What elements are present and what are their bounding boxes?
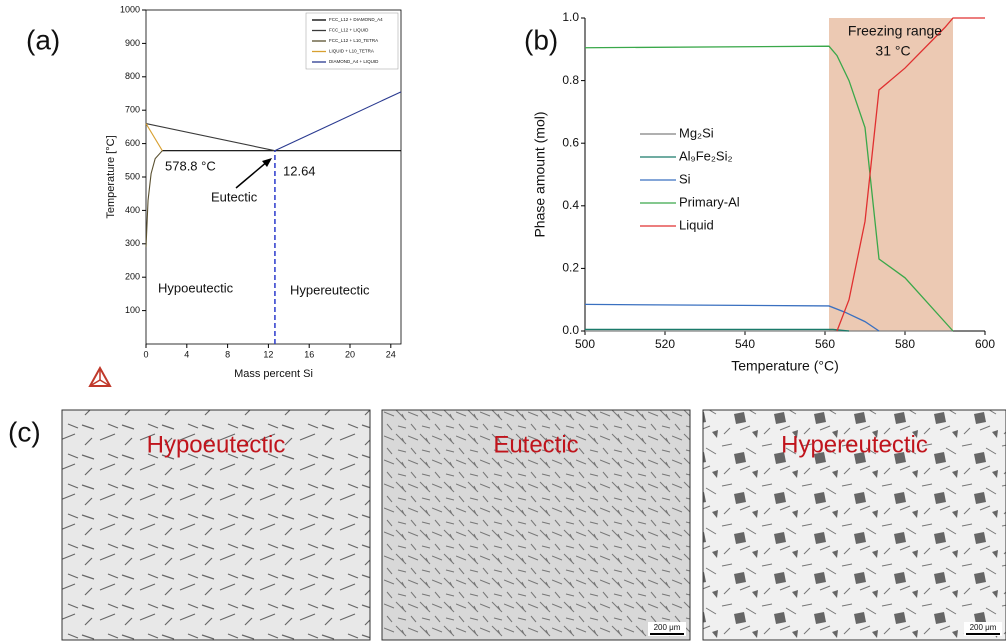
y-tick-label: 1.0 <box>562 10 579 24</box>
micrograph <box>381 409 691 641</box>
y-tick-label: 300 <box>125 238 140 248</box>
annotation: 31 °C <box>875 43 910 59</box>
scale-bar-bg <box>648 622 686 636</box>
x-tick-label: 500 <box>575 337 595 351</box>
y-tick-label: 200 <box>125 272 140 282</box>
y-tick-label: 500 <box>125 171 140 181</box>
scale-bar-bg <box>964 622 1002 636</box>
y-tick-label: 0.4 <box>562 198 579 212</box>
annotation: Freezing range <box>848 23 942 39</box>
y-tick-label: 700 <box>125 105 140 115</box>
y-axis-label: Phase amount (mol) <box>532 111 548 237</box>
legend-label: Mg₂Si <box>679 125 714 140</box>
annotation: Eutectic <box>211 189 258 204</box>
series-line <box>585 328 850 332</box>
y-tick-label: 800 <box>125 71 140 81</box>
panel-label: (b) <box>524 24 558 55</box>
x-tick-label: 20 <box>345 349 355 359</box>
thermo-logo <box>88 365 112 387</box>
legend-label: FCC_L12 + L10_TETRA <box>329 38 378 43</box>
legend-label: Liquid <box>679 217 714 232</box>
y-tick-label: 1000 <box>120 4 140 14</box>
annotation: Hypereutectic <box>290 282 370 297</box>
y-tick-label: 0.6 <box>562 135 579 149</box>
x-tick-label: 0 <box>143 349 148 359</box>
y-tick-label: 400 <box>125 205 140 215</box>
series-line <box>584 303 880 332</box>
x-tick-label: 600 <box>975 337 995 351</box>
y-tick-label: 900 <box>125 38 140 48</box>
series-line <box>145 123 163 151</box>
legend-label: FCC_L12 + DIAMOND_A4 <box>329 17 383 22</box>
panel-label: (c) <box>8 416 41 447</box>
x-axis-label: Mass percent Si <box>234 368 313 380</box>
scale-bar-label: 200 μm <box>654 623 681 632</box>
micrograph-label: Eutectic <box>493 431 578 458</box>
y-tick-label: 600 <box>125 138 140 148</box>
x-tick-label: 4 <box>184 349 189 359</box>
annotation: 578.8 °C <box>165 158 216 173</box>
legend-label: LIQUID + L10_TETRA <box>329 49 374 54</box>
legend-label: Primary-Al <box>679 194 740 209</box>
legend-label: Si <box>679 171 691 186</box>
series-line <box>274 91 402 152</box>
eutectic-arrow <box>235 158 272 189</box>
x-tick-label: 16 <box>304 349 314 359</box>
legend-label: Al₉Fe₂Si₂ <box>679 148 733 163</box>
x-tick-label: 12 <box>263 349 273 359</box>
legend-label: FCC_L12 + LIQUID <box>329 28 369 33</box>
series-line <box>836 17 985 332</box>
x-tick-label: 580 <box>895 337 915 351</box>
y-tick-label: 0.0 <box>562 323 579 337</box>
x-tick-label: 520 <box>655 337 675 351</box>
annotation: 12.64 <box>283 163 316 178</box>
series-line <box>584 45 954 332</box>
annotation: Hypoeutectic <box>158 280 234 295</box>
x-tick-label: 560 <box>815 337 835 351</box>
series-line <box>145 123 276 152</box>
y-tick-label: 0.8 <box>562 73 579 87</box>
y-tick-label: 0.2 <box>562 261 579 275</box>
micrograph-label: Hypereutectic <box>781 431 928 458</box>
micrograph <box>702 409 1006 641</box>
x-tick-label: 24 <box>386 349 396 359</box>
y-axis-label: Temperature [°C] <box>105 135 117 218</box>
micrograph <box>61 409 371 641</box>
x-tick-label: 540 <box>735 337 755 351</box>
scale-bar-label: 200 μm <box>970 623 997 632</box>
micrograph-label: Hypoeutectic <box>147 431 286 458</box>
series-line <box>145 150 163 248</box>
x-tick-label: 8 <box>225 349 230 359</box>
legend-label: DIAMOND_A4 + LIQUID <box>329 59 379 64</box>
y-tick-label: 100 <box>125 305 140 315</box>
x-axis-label: Temperature (°C) <box>731 358 839 374</box>
panel-label: (a) <box>26 24 60 55</box>
freezing-range <box>829 18 953 331</box>
